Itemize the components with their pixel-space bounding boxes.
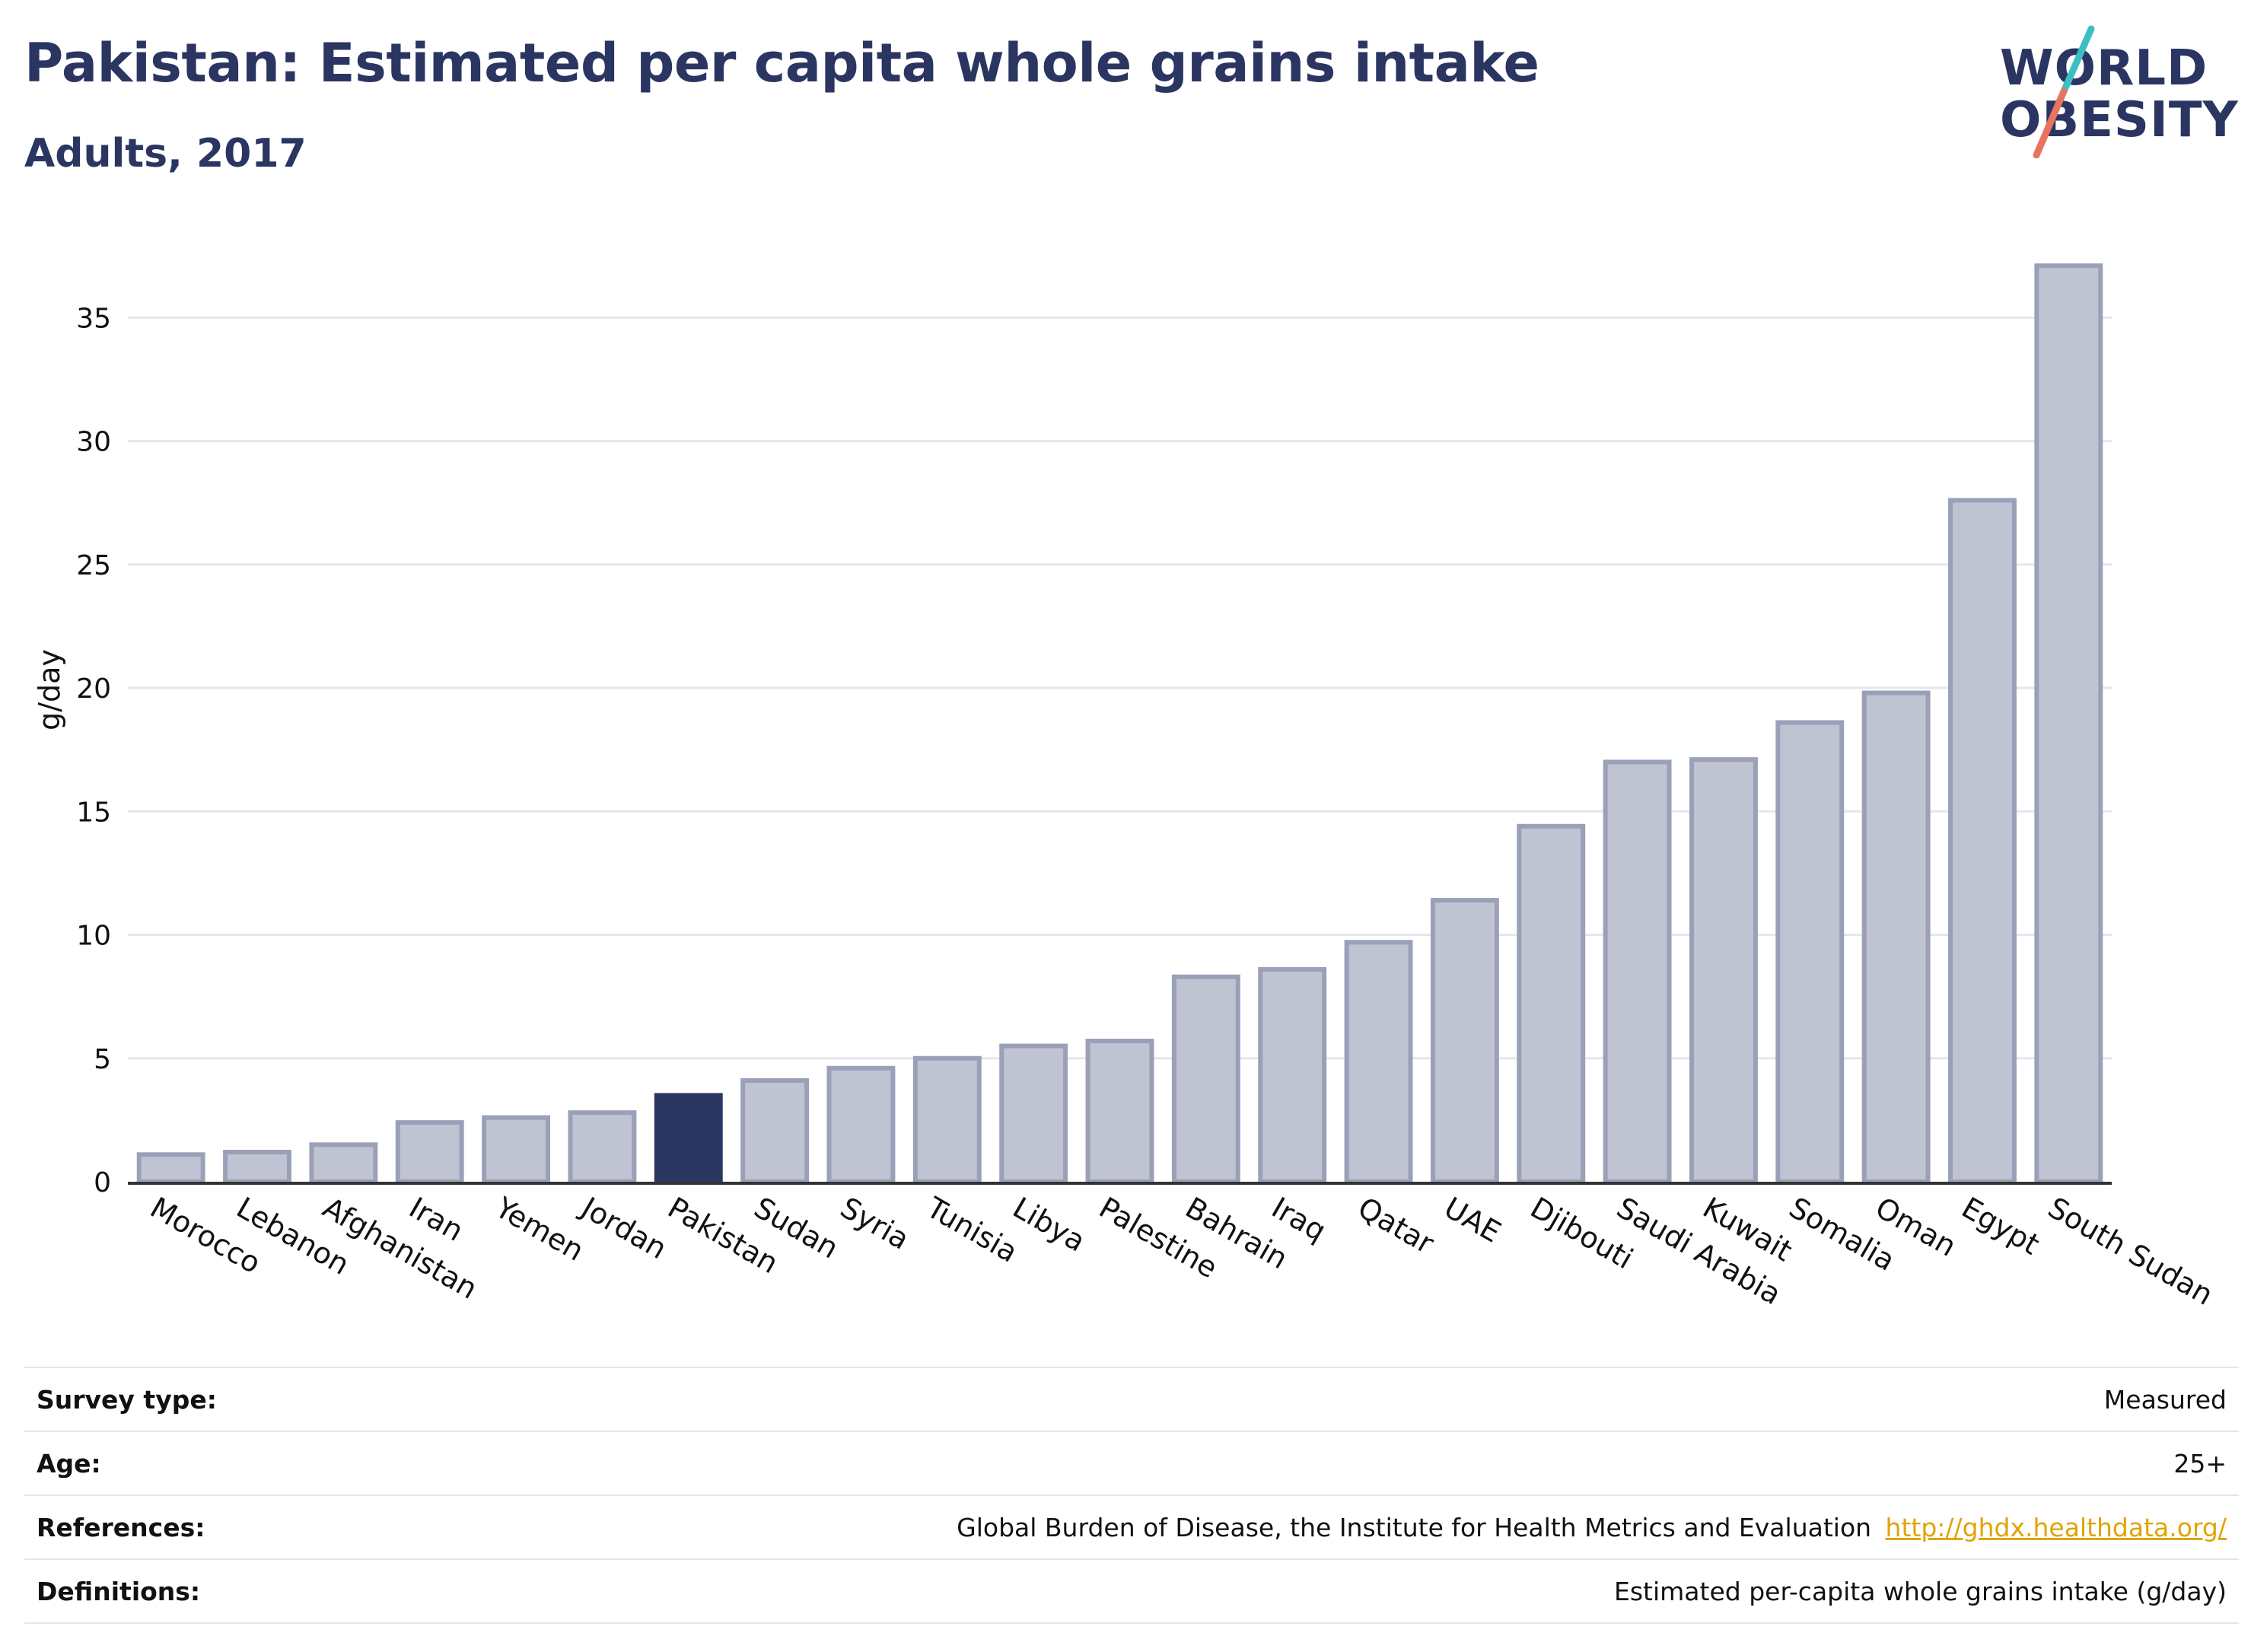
info-row-references: References: Global Burden of Disease, th… xyxy=(24,1494,2239,1558)
logo-line-2: OBESITY xyxy=(2000,92,2239,148)
references-value-wrap: Global Burden of Disease, the Institute … xyxy=(957,1513,2227,1542)
bar-jordan xyxy=(568,1110,637,1184)
bar-lebanon xyxy=(223,1150,291,1184)
y-tick-label: 10 xyxy=(76,921,111,952)
bar-yemen xyxy=(482,1115,551,1184)
y-tick-label: 30 xyxy=(76,427,111,458)
bar-oman xyxy=(1861,690,1931,1184)
info-table: Survey type: Measured Age: 25+ Reference… xyxy=(24,1367,2239,1624)
bar-iraq xyxy=(1258,966,1327,1184)
y-tick-label: 15 xyxy=(76,797,111,828)
age-label: Age: xyxy=(37,1448,101,1479)
bar-bahrain xyxy=(1171,974,1240,1185)
bar-afghanistan xyxy=(309,1142,378,1185)
bar-qatar xyxy=(1344,940,1413,1184)
y-tick-label: 25 xyxy=(76,550,111,581)
chart-bars xyxy=(136,263,2103,1185)
page-subtitle: Adults, 2017 xyxy=(24,131,307,177)
y-axis-ticks: 0 5 10 15 20 25 30 35 xyxy=(76,303,111,1198)
x-tick-label: UAE xyxy=(1438,1191,1506,1249)
x-tick-label: Yemen xyxy=(489,1190,590,1268)
y-axis-label: g/day xyxy=(33,649,66,731)
x-tick-label: Libya xyxy=(1008,1191,1091,1259)
world-obesity-logo: WORLD OBESITY xyxy=(1979,21,2239,158)
x-tick-label: Jordan xyxy=(575,1190,672,1266)
y-tick-label: 35 xyxy=(76,303,111,334)
bar-djibouti xyxy=(1517,823,1586,1185)
page-title: Pakistan: Estimated per capita whole gra… xyxy=(24,32,1539,94)
bar-syria xyxy=(826,1065,896,1184)
y-tick-label: 0 xyxy=(94,1167,111,1198)
bar-libya xyxy=(999,1043,1068,1184)
bar-saudi-arabia xyxy=(1603,759,1672,1184)
bar-chart: 0 5 10 15 20 25 30 35 MoroccoLebanonAfghanistan… xyxy=(33,263,2219,1312)
definitions-label: Definitions: xyxy=(37,1576,201,1606)
y-tick-label: 5 xyxy=(94,1044,111,1075)
bar-egypt xyxy=(1948,498,2017,1184)
references-value: Global Burden of Disease, the Institute … xyxy=(957,1512,1872,1542)
age-value: 25+ xyxy=(2173,1448,2227,1479)
bar-sudan xyxy=(740,1077,810,1185)
x-tick-label: Tunisia xyxy=(920,1190,1023,1269)
references-label: References: xyxy=(37,1512,205,1542)
info-row-definitions: Definitions: Estimated per-capita whole … xyxy=(24,1558,2239,1624)
y-tick-label: 20 xyxy=(76,673,111,705)
references-link[interactable]: http://ghdx.healthdata.org/ xyxy=(1885,1512,2227,1542)
logo-slash-icon xyxy=(2033,25,2095,158)
x-tick-label: South Sudan xyxy=(2042,1191,2219,1312)
definitions-value: Estimated per-capita whole grains intake… xyxy=(1614,1576,2227,1606)
bar-uae xyxy=(1430,898,1499,1184)
x-tick-label: Qatar xyxy=(1352,1191,1440,1261)
survey-type-label: Survey type: xyxy=(37,1384,217,1415)
bar-pakistan xyxy=(654,1093,723,1184)
survey-type-value: Measured xyxy=(2103,1384,2227,1415)
info-row-age: Age: 25+ xyxy=(24,1431,2239,1494)
bar-tunisia xyxy=(912,1055,982,1185)
x-tick-label: Egypt xyxy=(1956,1191,2045,1262)
bar-somalia xyxy=(1775,720,1845,1184)
bar-south-sudan xyxy=(2034,263,2103,1184)
bar-kuwait xyxy=(1689,757,1758,1184)
logo-line-1: WORLD xyxy=(2000,40,2208,97)
x-tick-label: Syria xyxy=(835,1191,915,1256)
bar-morocco xyxy=(136,1152,205,1184)
bar-iran xyxy=(395,1120,464,1185)
info-row-survey-type: Survey type: Measured xyxy=(24,1367,2239,1431)
bar-palestine xyxy=(1085,1039,1154,1185)
